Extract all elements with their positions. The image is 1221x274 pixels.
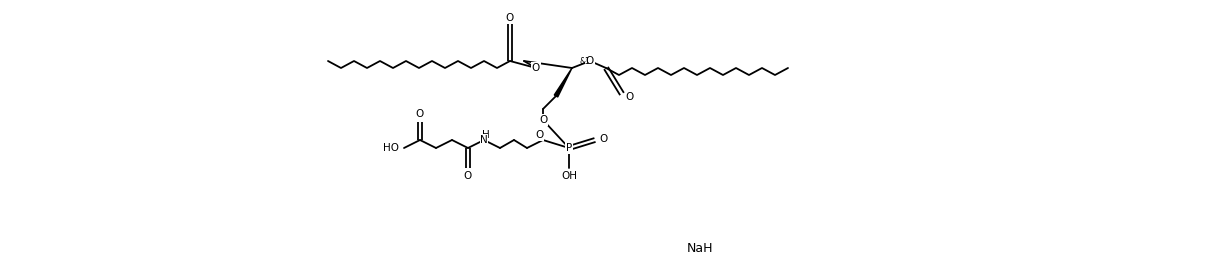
Text: O: O bbox=[626, 92, 634, 102]
Text: O: O bbox=[505, 13, 514, 23]
Text: O: O bbox=[416, 109, 424, 119]
Text: HO: HO bbox=[383, 143, 399, 153]
Text: O: O bbox=[464, 171, 473, 181]
Polygon shape bbox=[554, 68, 571, 97]
Text: O: O bbox=[532, 63, 540, 73]
Text: &1: &1 bbox=[580, 56, 591, 65]
Text: NaH: NaH bbox=[686, 241, 713, 255]
Text: O: O bbox=[586, 56, 595, 66]
Text: O: O bbox=[535, 130, 543, 140]
Text: H: H bbox=[482, 130, 490, 140]
Text: N: N bbox=[480, 135, 488, 145]
Text: OH: OH bbox=[560, 171, 578, 181]
Text: O: O bbox=[598, 134, 607, 144]
Text: P: P bbox=[565, 143, 573, 153]
Text: O: O bbox=[538, 115, 547, 125]
